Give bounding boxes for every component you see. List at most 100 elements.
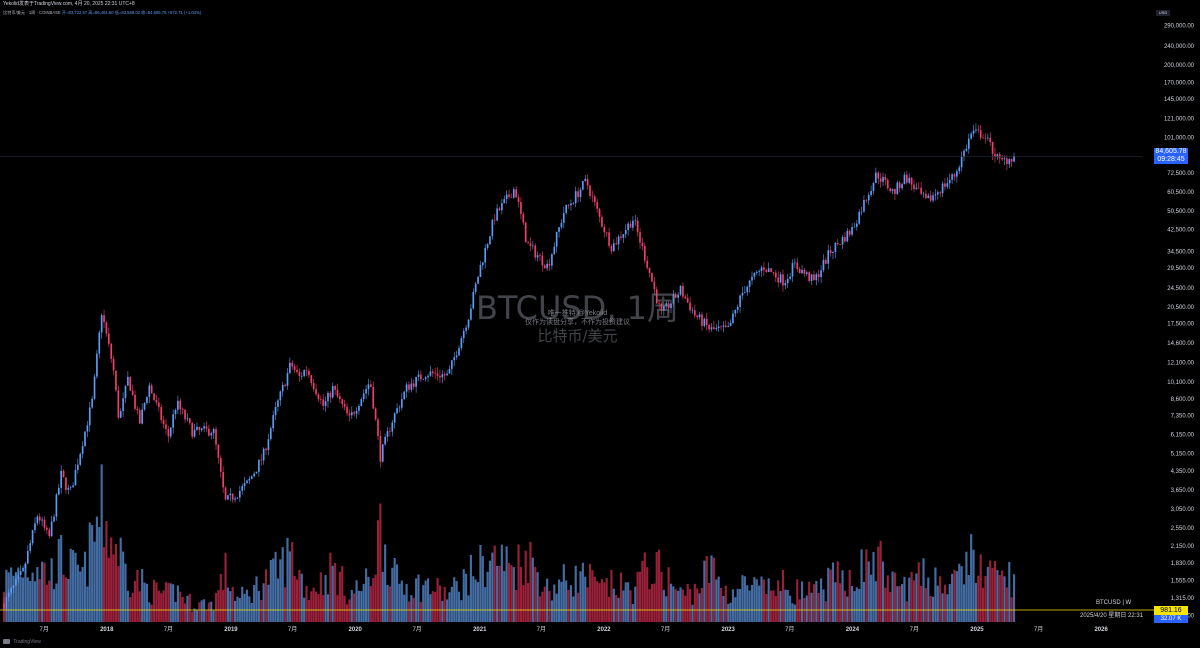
volume-bar xyxy=(460,600,463,622)
candle-body xyxy=(324,401,327,406)
volume-bar xyxy=(226,587,229,622)
candle-body xyxy=(55,494,58,517)
candle-body xyxy=(870,190,872,195)
candle-body xyxy=(265,448,267,451)
candle-body xyxy=(820,270,822,278)
candle-body xyxy=(841,237,844,245)
candle-body xyxy=(929,195,932,201)
candle-body xyxy=(284,384,286,386)
volume-bar xyxy=(853,591,856,622)
candle-body xyxy=(822,259,825,271)
price-tick-label: 121,000.00 xyxy=(1164,116,1195,122)
volume-bar xyxy=(784,589,787,622)
candle-body xyxy=(169,427,172,437)
candle-body xyxy=(605,232,608,233)
candle-body xyxy=(603,226,606,233)
time-tick-label: 7月 xyxy=(412,626,421,633)
candle-body xyxy=(877,172,880,179)
volume-bar xyxy=(584,576,587,622)
volume-bar xyxy=(624,582,627,622)
volume-bar xyxy=(450,586,453,622)
candle-body xyxy=(941,183,944,194)
volume-bar xyxy=(110,537,113,622)
candle-body xyxy=(272,415,275,429)
candle-body xyxy=(422,379,425,380)
candle-body xyxy=(384,436,386,445)
candle-body xyxy=(951,174,953,180)
candle-body xyxy=(267,439,270,451)
volume-bar xyxy=(941,593,944,622)
volume-bar xyxy=(810,592,813,622)
volume-bar xyxy=(786,589,789,622)
volume-bar xyxy=(846,596,849,622)
volume-bar xyxy=(81,566,84,622)
candle-body xyxy=(774,272,777,278)
candle-body xyxy=(29,543,32,551)
candle-body xyxy=(167,429,170,437)
candle-body xyxy=(984,138,987,139)
volume-bar xyxy=(536,572,539,622)
candle-body xyxy=(720,326,722,328)
candle-body xyxy=(46,527,48,530)
candle-body xyxy=(779,274,782,283)
volume-bar xyxy=(910,571,913,622)
volume-bar xyxy=(143,582,146,622)
price-tick-label: 170,000.00 xyxy=(1164,80,1195,86)
price-tick-label: 145,000.00 xyxy=(1164,97,1195,103)
candle-body xyxy=(832,251,834,253)
watermark-disclaimer: 仅作为读盘分享，不作为投资建议 xyxy=(525,319,630,326)
volume-bar xyxy=(293,575,296,622)
volume-bar xyxy=(920,586,923,622)
candle-body xyxy=(103,315,105,323)
volume-bar xyxy=(555,593,558,622)
volume-bar xyxy=(307,599,310,622)
candle-body xyxy=(158,402,160,408)
candle-body xyxy=(977,129,980,131)
volume-bar xyxy=(141,569,144,622)
volume-bar xyxy=(83,551,87,622)
volume-bar xyxy=(493,545,496,622)
candle-body xyxy=(693,310,696,316)
price-tick-label: 3,650.00 xyxy=(1171,488,1195,494)
volume-bar xyxy=(631,604,634,622)
candle-body xyxy=(610,245,613,252)
candle-body xyxy=(286,372,289,386)
volume-bar xyxy=(860,549,863,622)
price-tick-label: 17,500.00 xyxy=(1167,322,1194,328)
candle-body xyxy=(396,408,398,414)
volume-bar xyxy=(629,590,632,622)
price-tick-label: 240,000.00 xyxy=(1164,44,1195,50)
candle-body xyxy=(567,204,570,206)
candle-body xyxy=(17,574,20,579)
candle-body xyxy=(86,425,89,432)
candle-body xyxy=(172,414,174,428)
candle-body xyxy=(889,188,892,192)
volume-bar xyxy=(112,554,115,622)
volume-bar xyxy=(958,563,961,622)
volume-bar xyxy=(946,594,949,622)
candle-body xyxy=(512,189,515,198)
candle-body xyxy=(300,376,303,377)
volume-bar xyxy=(486,571,489,622)
volume-bar xyxy=(360,591,363,622)
price-tick-label: 1,555.00 xyxy=(1171,578,1195,584)
candle-body xyxy=(810,274,813,281)
candle-body xyxy=(643,246,646,261)
volume-bar xyxy=(693,583,696,622)
candle-body xyxy=(836,243,839,245)
candle-body xyxy=(524,222,527,243)
candle-body xyxy=(34,523,36,531)
time-axis: 7月 2018 7月 2019 7月 2020 7月 2021 7月 2022 7月 2023 7月 20… xyxy=(39,626,1108,633)
symbol-name[interactable]: 比特币/美元 · 1周 · COINBASE xyxy=(3,10,61,15)
volume-bar xyxy=(431,591,434,622)
candlesticks xyxy=(3,123,1015,611)
last-price-tag: 84,605.78 09:28:45 xyxy=(1154,148,1188,164)
volume-bar xyxy=(750,584,754,622)
volume-bar xyxy=(500,544,503,622)
volume-bar xyxy=(124,563,127,622)
candle-body xyxy=(184,409,186,420)
candle-body xyxy=(329,392,332,398)
currency-label[interactable]: USD xyxy=(1156,10,1170,16)
candle-body xyxy=(367,384,370,390)
